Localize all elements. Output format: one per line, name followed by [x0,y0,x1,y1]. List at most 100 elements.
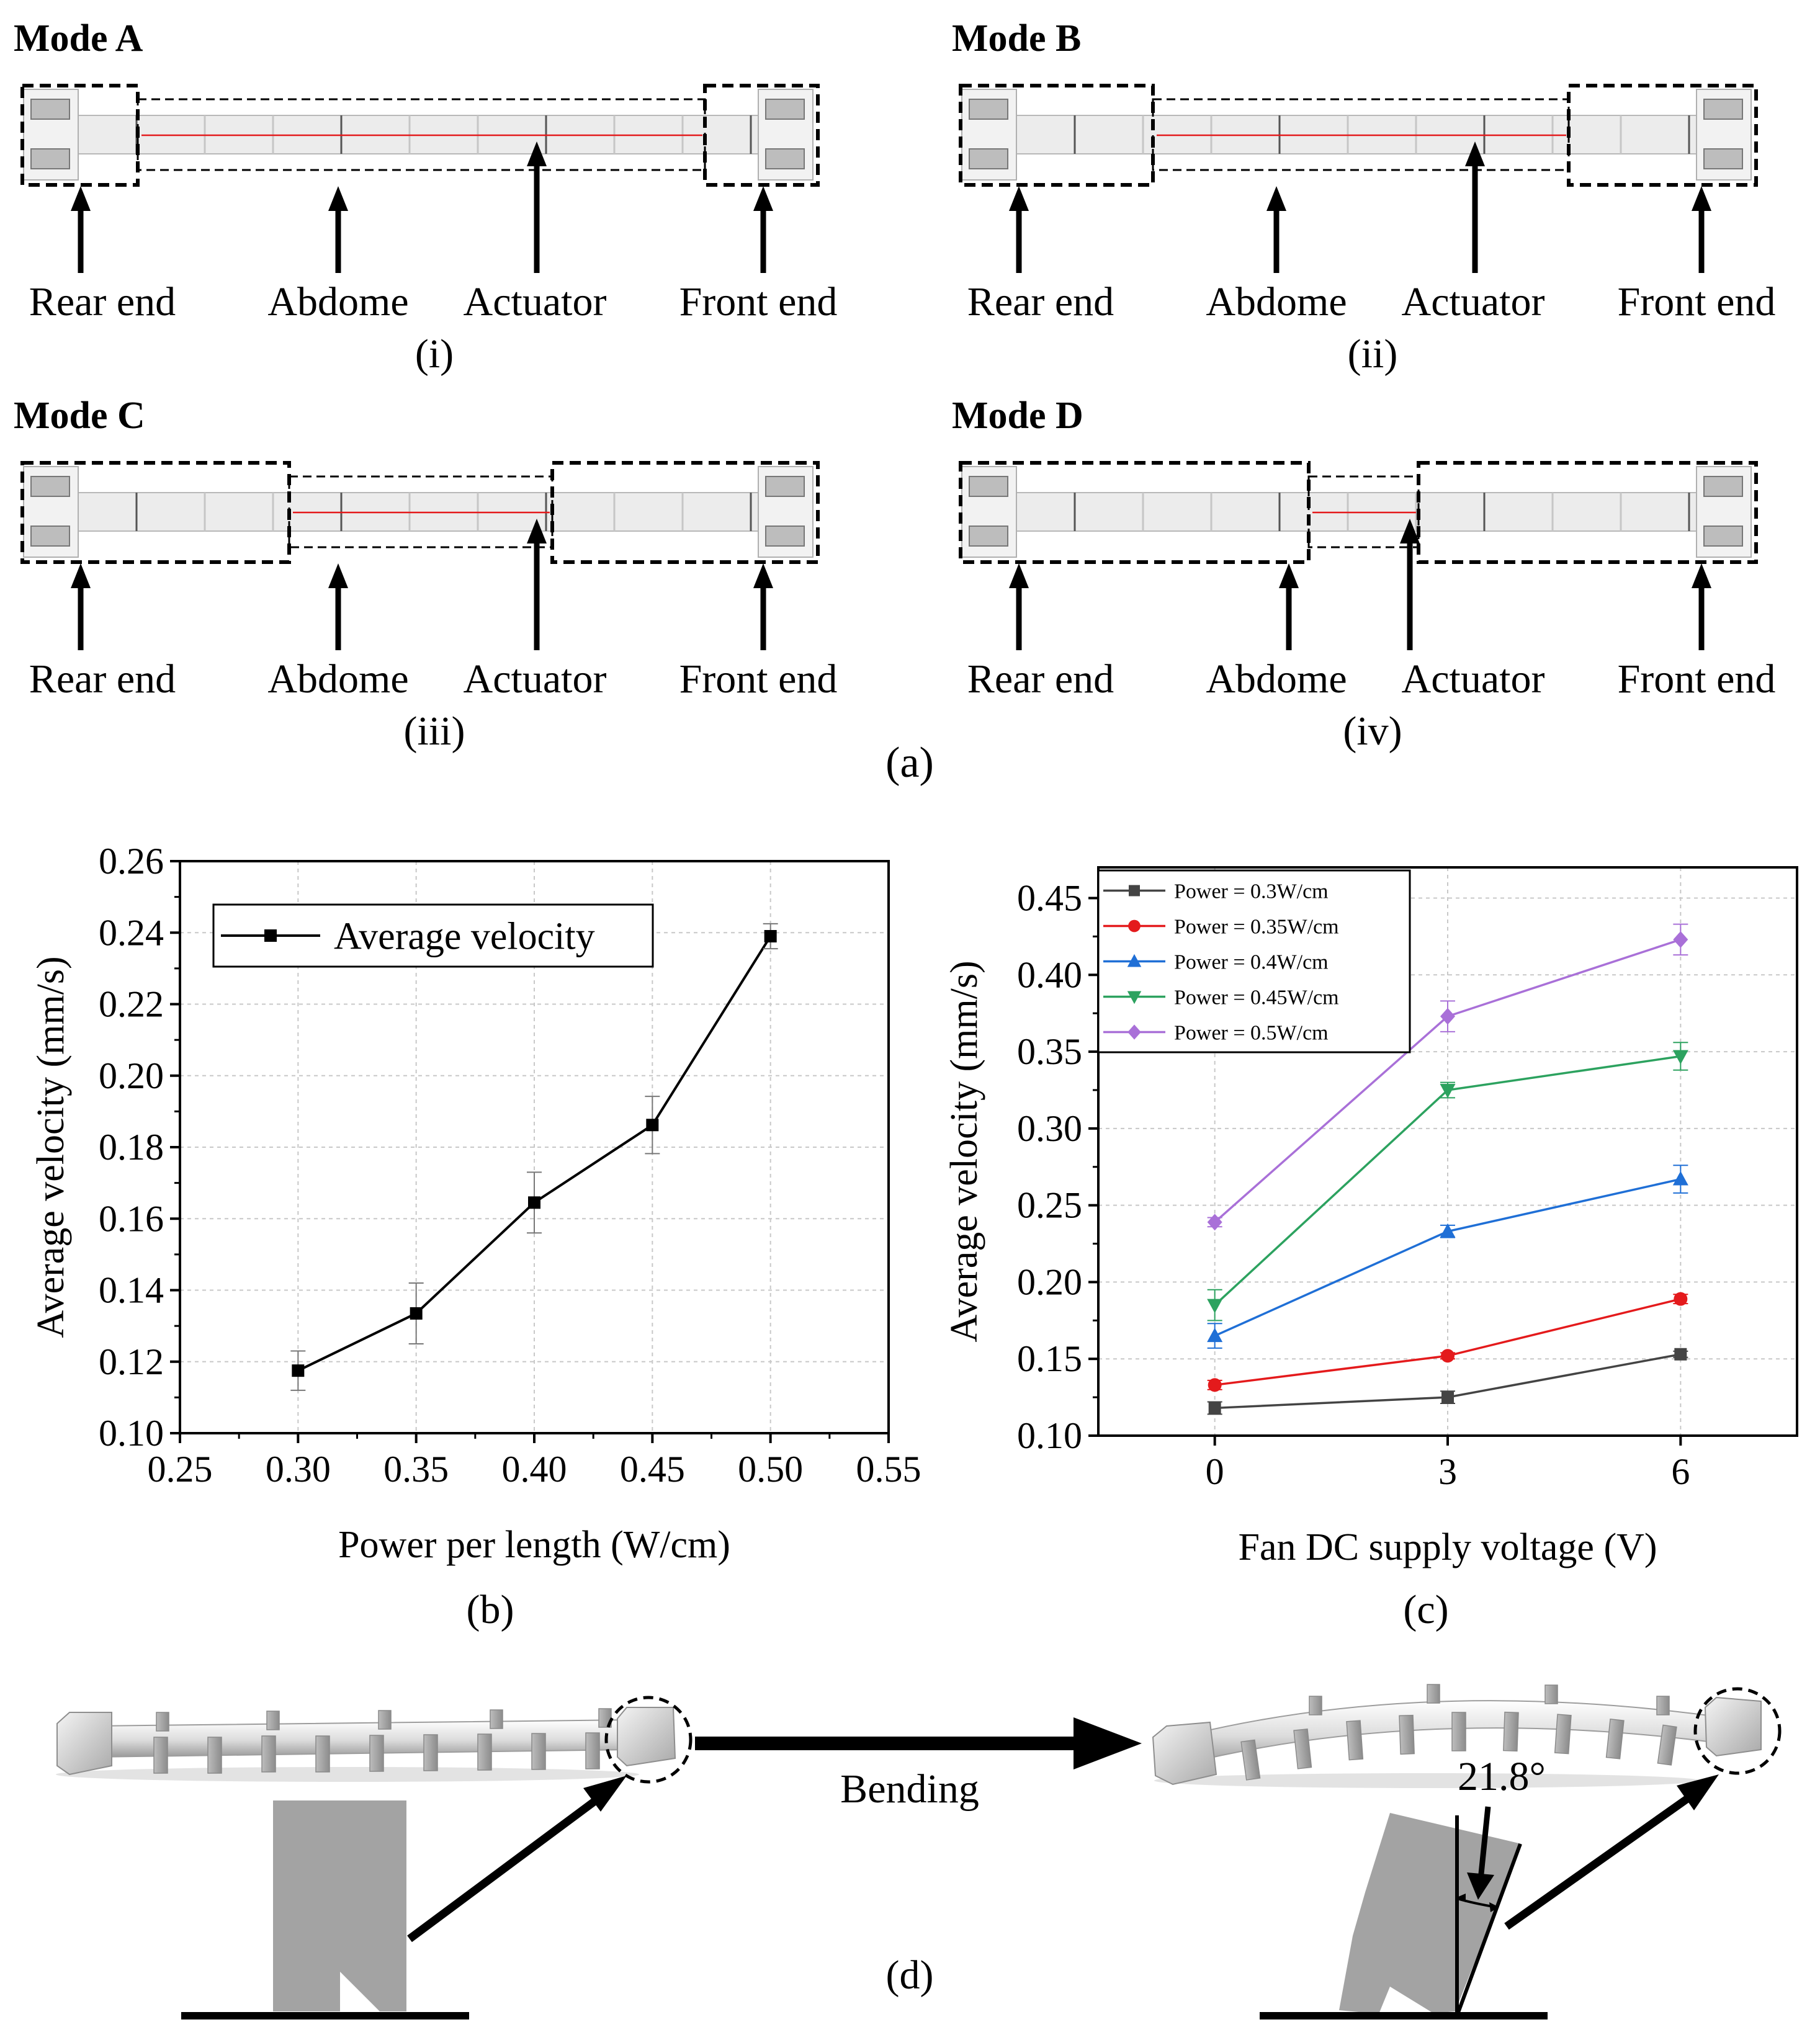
front-end-box [550,461,820,564]
legend-marker [1128,919,1141,933]
clamp-pad [969,526,1008,547]
y-tick-label: 0.26 [99,841,164,882]
mode-sublabel: (ii) [1348,331,1398,377]
data-point [764,930,777,943]
x-tick-label: 0.55 [856,1449,921,1490]
y-tick-label: 0.20 [1017,1261,1082,1302]
series-line [1214,1297,1681,1387]
pointer-arrowhead [1266,186,1286,211]
panel-c-label: (c) [1403,1587,1448,1632]
data-point [1673,931,1688,948]
clamp-pad [765,476,805,497]
y-tick-label: 0.10 [1017,1415,1082,1456]
y-tick-label: 0.16 [99,1198,164,1239]
data-point [1441,1349,1455,1363]
support-block-bent [1339,1813,1522,2014]
actuator-label: Actuator [464,279,607,324]
mode-title: Mode D [952,395,1083,437]
series [290,923,778,1391]
rear-end-box [20,84,140,187]
mode-schematic: Mode B Rear end Abdome Actuator Front end (ii… [952,17,1775,377]
front-end-label: Front end [1618,656,1776,702]
chart-b: 0.25 0.30 0.35 0.40 0.45 0.50 0.55 0.10 0.12 0.14… [30,841,921,1566]
data-point [1208,1402,1221,1415]
legend-marker [1129,885,1140,897]
data-point [1207,1328,1223,1343]
panel-a-label: (a) [885,739,934,787]
clamp-pad [765,148,805,169]
front-end-label: Front end [679,279,838,324]
mode-schematic: Mode C Rear end Abdome Actuator Front end (ii… [14,395,837,754]
series [1207,1042,1688,1322]
legend-marker [1127,1024,1141,1040]
legend-marker [264,929,277,942]
abdomen-box [288,475,554,548]
y-tick-label: 0.22 [99,984,164,1025]
data-point [1440,1083,1456,1098]
actuator-label: Actuator [464,656,607,702]
rear-end-label: Rear end [29,656,176,702]
pointer-arrowhead [753,563,773,588]
y-tick-label: 0.12 [99,1341,164,1382]
robot-straight [56,1696,693,1784]
panel-b-label: (b) [467,1587,514,1632]
y-axis-label: Average velocity (mm/s) [30,956,72,1338]
rear-end-label: Rear end [967,656,1114,702]
legend-label: Power = 0.35W/cm [1174,915,1339,938]
pointer-arrowhead [328,563,348,588]
pointer-arrow-right [1504,1792,1693,1930]
data-point [1441,1391,1454,1404]
x-tick-label: 6 [1671,1451,1690,1492]
y-tick-label: 0.24 [99,912,164,953]
clamp-pad [1703,148,1743,169]
mode-title: Mode C [14,395,145,437]
y-tick-label: 0.10 [99,1413,164,1454]
mode-sublabel: (i) [415,331,454,377]
x-axis-label: Fan DC supply voltage (V) [1238,1526,1657,1568]
pointer-arrowhead [753,186,773,211]
data-point [1672,1171,1688,1186]
x-tick-label: 0.30 [266,1449,331,1490]
actuator-label: Actuator [1402,656,1545,702]
x-tick-label: 0.50 [738,1449,803,1490]
clamp-pad [765,526,805,547]
front-end-highlight-right [1693,1687,1782,1775]
y-tick-label: 0.25 [1017,1185,1082,1226]
front-end-box [703,84,820,187]
clamp-pad [1703,476,1743,497]
data-point [410,1307,423,1320]
x-tick-label: 3 [1438,1451,1457,1492]
data-point [1207,1214,1222,1231]
legend-label: Power = 0.3W/cm [1174,880,1329,903]
data-point [528,1196,540,1209]
panel-a-modes: Mode A Rear end Abdome Actuator Front end (i)… [14,17,1775,754]
clamp-pad [969,148,1008,169]
clamp-pad [765,99,805,120]
y-tick-label: 0.30 [1017,1108,1082,1149]
bending-label: Bending [840,1766,979,1812]
y-tick-label: 0.18 [99,1127,164,1168]
pointer-arrowhead [328,186,348,211]
x-tick-label: 0.40 [502,1449,567,1490]
rear-end-label: Rear end [967,279,1114,324]
abdome-label: Abdome [1206,656,1347,702]
pointer-arrowhead [1400,519,1420,543]
mode-schematic: Mode A Rear end Abdome Actuator Front end (i) [14,17,837,377]
front-end-box [1567,84,1758,187]
x-axis-label: Power per length (W/cm) [338,1524,730,1566]
y-tick-label: 0.35 [1017,1031,1082,1072]
pointer-arrowhead [1009,186,1029,211]
rear-end-label: Rear end [29,279,176,324]
pointer-arrowhead [1692,186,1711,211]
data-point [1440,1223,1456,1238]
mode-sublabel: (iii) [404,709,465,754]
clamp-pad [30,526,70,547]
series [1207,1348,1688,1415]
y-tick-label: 0.14 [99,1270,164,1311]
data-point [1440,1008,1455,1025]
x-tick-label: 0.45 [620,1449,685,1490]
abdome-label: Abdome [267,656,408,702]
actuator-label: Actuator [1402,279,1545,324]
x-tick-label: 0.25 [148,1449,213,1490]
series [1207,923,1688,1231]
